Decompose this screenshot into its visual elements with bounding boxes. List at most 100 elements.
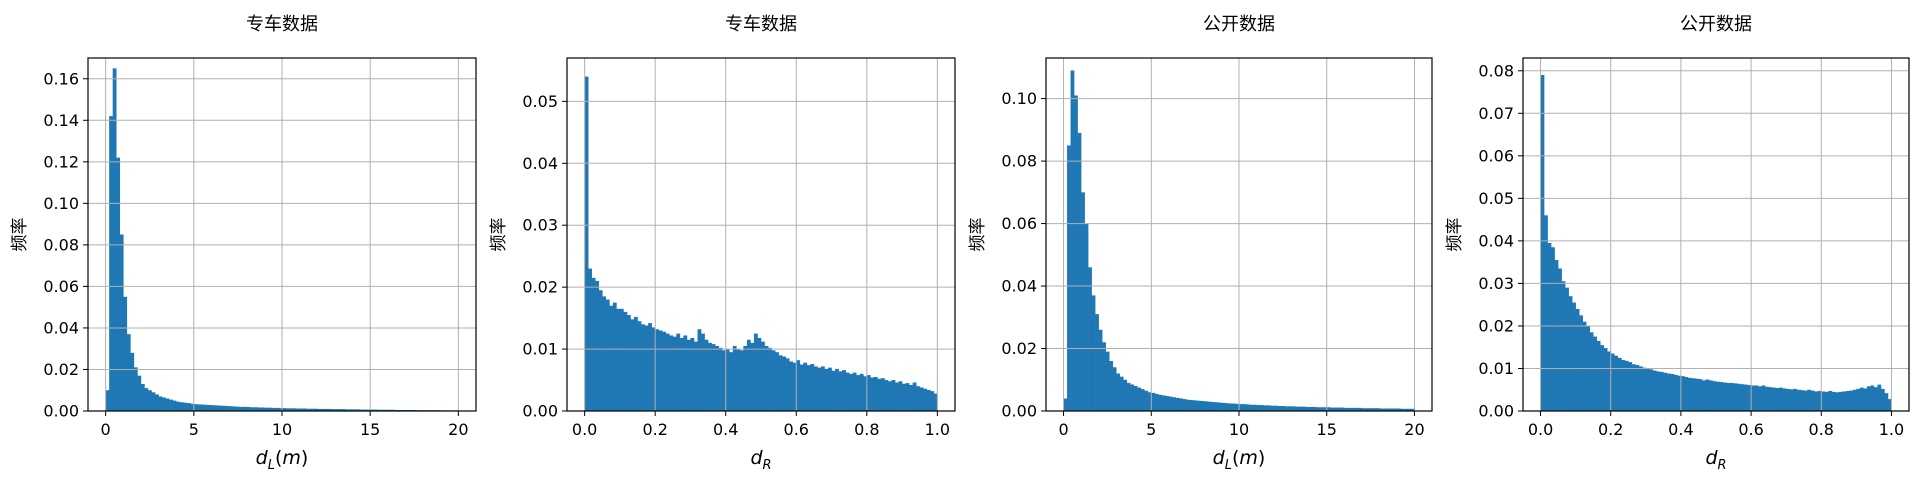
subplot-2: 0.0 0.2 0.4 0.6 0.8 1.0 0.00 0.01 0.02 0.03 0.04 0.… — [489, 14, 956, 473]
histogram-bar — [1144, 390, 1149, 411]
histogram-bar — [155, 394, 159, 411]
y-axis-label: 频率 — [10, 218, 30, 252]
y-tick-label: 0.02 — [1478, 316, 1514, 335]
histogram-bar — [1403, 408, 1408, 411]
histogram-bar — [877, 378, 882, 411]
histogram-bar — [764, 345, 769, 411]
histogram-bar — [285, 408, 290, 411]
histogram-bar — [919, 387, 924, 411]
histogram-bar — [144, 388, 149, 411]
histogram-bar — [1235, 403, 1240, 411]
histogram-bar — [782, 356, 786, 411]
histogram-bar — [722, 350, 727, 411]
histogram-bar — [813, 366, 818, 411]
histogram-bar — [1575, 308, 1580, 411]
histogram-bar — [669, 335, 674, 411]
histogram-bar — [916, 386, 921, 411]
histogram-bar — [1656, 371, 1661, 411]
histogram-bar — [1782, 388, 1787, 411]
histogram-bar — [683, 335, 688, 411]
histogram-bar — [1642, 367, 1647, 411]
histogram-bar — [1379, 408, 1384, 411]
histogram-bar — [317, 408, 322, 411]
histogram-bar — [341, 409, 346, 411]
histogram-bar — [817, 367, 822, 411]
histogram-bar — [1298, 406, 1303, 411]
histogram-bar — [1800, 390, 1805, 411]
histogram-bar — [243, 406, 248, 411]
histogram-bar — [232, 406, 237, 411]
x-tick-label: 0.6 — [784, 420, 809, 439]
y-tick-label: 0.12 — [43, 152, 79, 171]
histogram-bar — [331, 409, 336, 411]
histogram-bar — [704, 339, 709, 411]
histogram-bar — [1196, 400, 1201, 411]
histogram-bar — [1344, 407, 1349, 411]
histogram-bar — [923, 388, 928, 411]
histogram-bar — [1077, 132, 1082, 411]
histogram-bar — [1652, 370, 1657, 411]
histogram-bar — [1751, 385, 1755, 411]
histogram-bar — [1786, 388, 1790, 411]
histogram-bar — [1182, 399, 1187, 411]
histogram-bar — [598, 290, 603, 411]
histogram-bar — [119, 234, 124, 411]
x-tick-label: 0 — [101, 420, 111, 439]
histogram-bar — [1200, 401, 1205, 411]
histogram-bar — [796, 360, 801, 411]
histogram-bar — [1849, 390, 1854, 411]
histogram-bar — [1796, 389, 1801, 411]
histogram-bar — [845, 372, 850, 411]
histogram-bar — [172, 400, 177, 411]
histogram-bar — [179, 402, 184, 411]
histogram-bar — [1175, 397, 1180, 411]
histogram-bar — [778, 355, 783, 411]
histogram-bar — [1701, 380, 1706, 411]
y-tick-label: 0.08 — [43, 235, 79, 254]
histogram-bar — [186, 403, 191, 411]
histogram-bar — [1747, 385, 1752, 411]
histogram-bar — [884, 380, 889, 411]
histogram-bar — [655, 329, 660, 411]
histogram-bar — [289, 408, 293, 411]
histogram-bar — [1607, 351, 1612, 411]
histogram-bar — [1628, 362, 1633, 411]
histogram-bar — [1677, 375, 1682, 411]
histogram-bar — [732, 345, 737, 411]
histogram-bar — [1768, 387, 1773, 411]
histogram-bar — [292, 408, 297, 411]
histogram-bar — [799, 364, 804, 411]
histogram-bar — [658, 330, 663, 411]
histogram-bar — [1687, 377, 1692, 411]
histogram-bar — [1568, 296, 1573, 411]
histogram-bar — [1316, 407, 1321, 411]
histogram-bar — [1835, 392, 1840, 411]
histogram-bar — [1189, 400, 1194, 411]
histogram-bar — [1351, 407, 1356, 411]
histogram-bar — [1305, 406, 1310, 411]
histogram-bar — [1165, 396, 1170, 411]
histogram-bar — [690, 337, 695, 411]
histogram-bar — [1789, 389, 1794, 411]
histogram-bar — [693, 341, 698, 411]
histogram-bar — [165, 398, 170, 411]
histogram-bar — [1821, 391, 1826, 411]
histogram-bar — [591, 277, 596, 411]
histogram-bar — [1638, 366, 1643, 411]
histogram-bar — [1852, 389, 1857, 411]
histogram-bar — [891, 380, 896, 411]
histogram-bar — [169, 399, 173, 411]
histogram-bar — [1288, 406, 1292, 411]
histogram-bar — [725, 349, 730, 411]
histogram-bar — [926, 389, 931, 411]
histogram-bar — [387, 409, 392, 411]
histogram-bar — [1842, 391, 1847, 411]
histogram-bar — [222, 405, 226, 411]
histogram-bar — [1091, 295, 1096, 411]
histogram-bar — [634, 316, 638, 411]
histogram-bar — [257, 407, 262, 411]
x-tick-label: 0.4 — [1668, 420, 1693, 439]
histogram-bar — [1600, 345, 1605, 411]
histogram-bar — [662, 331, 667, 411]
